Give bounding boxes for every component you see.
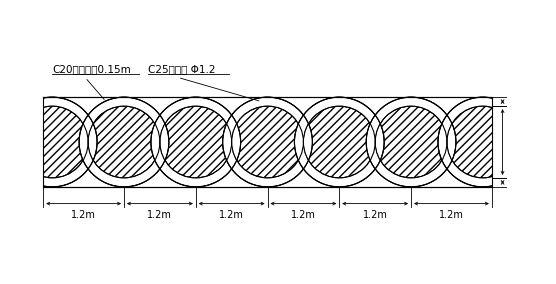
Circle shape xyxy=(222,97,312,187)
Circle shape xyxy=(160,106,232,178)
Circle shape xyxy=(366,97,456,187)
Text: C20砼护壁厚0.15m: C20砼护壁厚0.15m xyxy=(52,64,131,74)
Circle shape xyxy=(151,97,241,187)
Circle shape xyxy=(232,106,304,178)
Text: 1.2m: 1.2m xyxy=(291,210,316,220)
Text: 0.15m: 0.15m xyxy=(505,167,515,198)
Circle shape xyxy=(447,106,519,178)
Wedge shape xyxy=(79,97,169,187)
Wedge shape xyxy=(366,97,456,187)
Circle shape xyxy=(7,97,97,187)
Circle shape xyxy=(295,97,384,187)
Text: 1.2m: 1.2m xyxy=(505,130,515,154)
Wedge shape xyxy=(151,97,241,187)
Wedge shape xyxy=(438,97,528,187)
Circle shape xyxy=(16,106,88,178)
Text: 0.15m: 0.15m xyxy=(505,86,515,117)
Circle shape xyxy=(438,97,528,187)
Circle shape xyxy=(304,106,375,178)
Text: 1.2m: 1.2m xyxy=(439,210,464,220)
Circle shape xyxy=(79,97,169,187)
Circle shape xyxy=(88,106,160,178)
Wedge shape xyxy=(7,97,97,187)
Wedge shape xyxy=(222,97,312,187)
Circle shape xyxy=(375,106,447,178)
Text: 1.2m: 1.2m xyxy=(147,210,172,220)
Wedge shape xyxy=(295,97,384,187)
Text: C25桩芯砼 Φ1.2: C25桩芯砼 Φ1.2 xyxy=(148,64,215,74)
Text: 1.2m: 1.2m xyxy=(219,210,244,220)
Text: 1.2m: 1.2m xyxy=(363,210,388,220)
Bar xyxy=(492,0,556,284)
Text: 1.2m: 1.2m xyxy=(71,210,96,220)
